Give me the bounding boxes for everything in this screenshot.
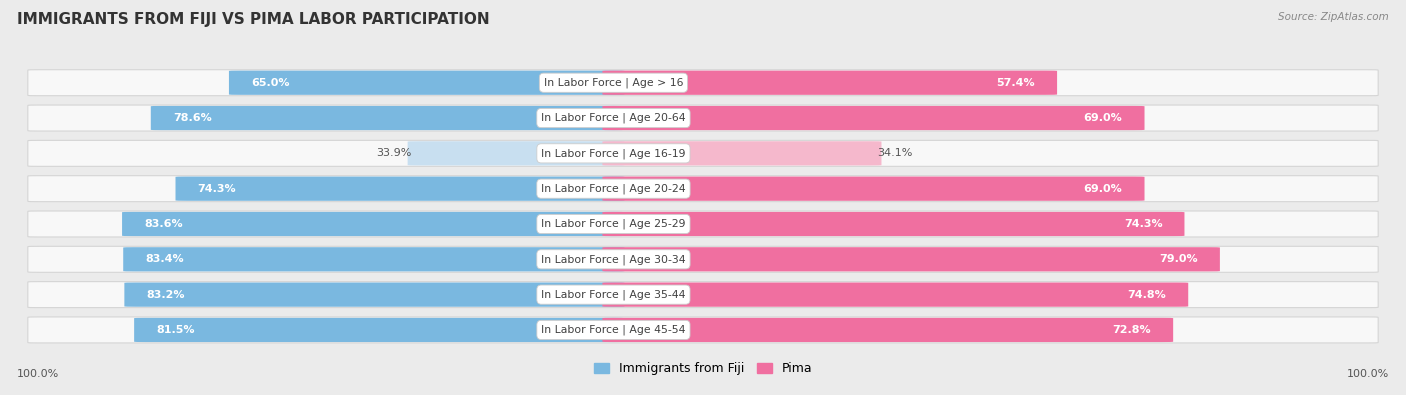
Text: In Labor Force | Age 30-34: In Labor Force | Age 30-34: [541, 254, 686, 265]
FancyBboxPatch shape: [28, 317, 1378, 343]
Text: 74.3%: 74.3%: [198, 184, 236, 194]
FancyBboxPatch shape: [124, 247, 624, 271]
Text: Source: ZipAtlas.com: Source: ZipAtlas.com: [1278, 12, 1389, 22]
Text: 78.6%: 78.6%: [173, 113, 211, 123]
FancyBboxPatch shape: [134, 318, 624, 342]
Text: IMMIGRANTS FROM FIJI VS PIMA LABOR PARTICIPATION: IMMIGRANTS FROM FIJI VS PIMA LABOR PARTI…: [17, 12, 489, 27]
Text: 100.0%: 100.0%: [17, 369, 59, 379]
FancyBboxPatch shape: [28, 246, 1378, 272]
Text: In Labor Force | Age 35-44: In Labor Force | Age 35-44: [541, 290, 686, 300]
FancyBboxPatch shape: [602, 177, 1144, 201]
Text: 83.2%: 83.2%: [146, 290, 186, 300]
FancyBboxPatch shape: [28, 70, 1378, 96]
Text: 57.4%: 57.4%: [997, 78, 1035, 88]
Text: In Labor Force | Age 16-19: In Labor Force | Age 16-19: [541, 148, 686, 159]
Text: 79.0%: 79.0%: [1159, 254, 1198, 264]
Text: 33.9%: 33.9%: [377, 149, 412, 158]
FancyBboxPatch shape: [28, 105, 1378, 131]
Text: 74.8%: 74.8%: [1128, 290, 1166, 300]
FancyBboxPatch shape: [28, 176, 1378, 202]
FancyBboxPatch shape: [122, 212, 624, 236]
Text: 83.4%: 83.4%: [145, 254, 184, 264]
FancyBboxPatch shape: [602, 106, 1144, 130]
FancyBboxPatch shape: [602, 141, 882, 166]
Text: In Labor Force | Age 20-64: In Labor Force | Age 20-64: [541, 113, 686, 123]
Text: 69.0%: 69.0%: [1084, 113, 1122, 123]
FancyBboxPatch shape: [602, 247, 1220, 271]
Text: In Labor Force | Age 25-29: In Labor Force | Age 25-29: [541, 219, 686, 229]
FancyBboxPatch shape: [602, 212, 1184, 236]
FancyBboxPatch shape: [28, 140, 1378, 166]
FancyBboxPatch shape: [229, 71, 624, 95]
FancyBboxPatch shape: [602, 282, 1188, 307]
Text: 65.0%: 65.0%: [252, 78, 290, 88]
FancyBboxPatch shape: [602, 71, 1057, 95]
Text: 81.5%: 81.5%: [156, 325, 194, 335]
FancyBboxPatch shape: [124, 282, 624, 307]
Text: 100.0%: 100.0%: [1347, 369, 1389, 379]
Text: 34.1%: 34.1%: [877, 149, 912, 158]
Legend: Immigrants from Fiji, Pima: Immigrants from Fiji, Pima: [589, 357, 817, 380]
FancyBboxPatch shape: [28, 211, 1378, 237]
FancyBboxPatch shape: [150, 106, 624, 130]
FancyBboxPatch shape: [176, 177, 624, 201]
Text: 69.0%: 69.0%: [1084, 184, 1122, 194]
Text: 72.8%: 72.8%: [1112, 325, 1152, 335]
Text: 83.6%: 83.6%: [145, 219, 183, 229]
Text: 74.3%: 74.3%: [1123, 219, 1163, 229]
FancyBboxPatch shape: [408, 141, 624, 166]
FancyBboxPatch shape: [602, 318, 1173, 342]
Text: In Labor Force | Age 20-24: In Labor Force | Age 20-24: [541, 183, 686, 194]
FancyBboxPatch shape: [28, 282, 1378, 308]
Text: In Labor Force | Age > 16: In Labor Force | Age > 16: [544, 77, 683, 88]
Text: In Labor Force | Age 45-54: In Labor Force | Age 45-54: [541, 325, 686, 335]
